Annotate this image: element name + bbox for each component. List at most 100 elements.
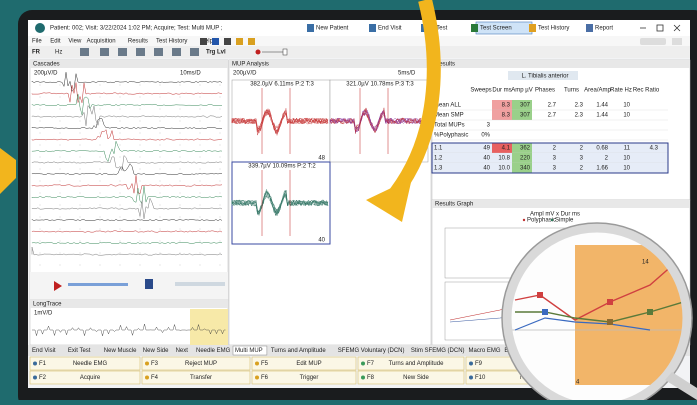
- menu-item[interactable]: Results: [128, 39, 148, 45]
- gain-label: 200µV/D: [233, 71, 257, 77]
- key-dot: [469, 376, 473, 380]
- grid-dot: [120, 241, 121, 242]
- grid-dot: [140, 133, 141, 134]
- grid-dot: [220, 193, 221, 194]
- key-name: F9: [475, 361, 483, 367]
- toolbar-button[interactable]: Report: [595, 26, 613, 32]
- grid-dot: [80, 193, 81, 194]
- toolbar-button[interactable]: New Patient: [316, 26, 349, 32]
- grid-dot: [80, 133, 81, 134]
- grid-dot: [140, 205, 141, 206]
- toolbar-button[interactable]: End Visit: [378, 26, 402, 32]
- tab[interactable]: Multi MUP: [235, 348, 263, 354]
- key-label[interactable]: Turns and Amplitude: [389, 361, 444, 367]
- legend-marker: [551, 219, 553, 221]
- key-label[interactable]: Needle EMG: [73, 361, 108, 367]
- column-header: Area/Amp: [584, 88, 611, 94]
- grid-dot: [220, 157, 221, 158]
- cell-value: 307: [520, 103, 531, 109]
- grid-dot: [40, 229, 41, 230]
- grid-dot: [200, 265, 201, 266]
- cell-value: 2.3: [575, 113, 584, 119]
- key-label[interactable]: Trigger: [300, 375, 319, 381]
- grid-dot: [60, 241, 61, 242]
- slider-thumb: [283, 49, 287, 55]
- grid-dot: [180, 121, 181, 122]
- grid-dot: [220, 241, 221, 242]
- row-label: %Polyphasic: [434, 133, 468, 139]
- key-label[interactable]: New Side: [403, 375, 429, 381]
- toolbar-button[interactable]: Test History: [538, 26, 569, 32]
- grid-dot: [180, 193, 181, 194]
- tab[interactable]: Macro EMG: [469, 348, 501, 354]
- key-label[interactable]: Edit MUP: [296, 361, 321, 367]
- grid-dot: [140, 109, 141, 110]
- tab[interactable]: New Side: [143, 348, 169, 354]
- grid-dot: [140, 253, 141, 254]
- grid-dot: [100, 193, 101, 194]
- tab[interactable]: Needle EMG: [196, 348, 231, 354]
- grid-dot: [60, 229, 61, 230]
- grid-dot: [160, 97, 161, 98]
- grid-dot: [40, 265, 41, 266]
- grid-dot: [160, 265, 161, 266]
- menu-item[interactable]: Test History: [156, 39, 187, 45]
- key-name: F3: [151, 361, 159, 367]
- toolbar-button[interactable]: Test Screen: [480, 26, 512, 32]
- grid-dot: [200, 205, 201, 206]
- menu-icon: [640, 38, 666, 45]
- tab[interactable]: End Visit: [32, 348, 56, 354]
- key-name: F6: [261, 375, 269, 381]
- grid-dot: [200, 193, 201, 194]
- tab[interactable]: Exit Test: [68, 348, 91, 354]
- page: Patient: 002; Visit: 3/22/2024 1:02 PM; …: [0, 0, 697, 400]
- tab[interactable]: Turns and Amplitude: [271, 348, 326, 354]
- key-label[interactable]: Transfer: [190, 375, 212, 381]
- key-name: F8: [367, 375, 375, 381]
- cell-value: 10: [623, 103, 630, 109]
- key-dot: [33, 376, 37, 380]
- menu-item[interactable]: File: [32, 39, 42, 45]
- grid-dot: [180, 109, 181, 110]
- key-name: F2: [39, 375, 47, 381]
- cell-value: 220: [520, 156, 531, 162]
- grid-dot: [120, 229, 121, 230]
- tab[interactable]: Next: [176, 348, 189, 354]
- toolbar-icon: [80, 48, 89, 56]
- grid-dot: [140, 145, 141, 146]
- tab[interactable]: SFEMG Voluntary (DCN): [338, 348, 405, 354]
- menu-item[interactable]: Acquisition: [87, 39, 116, 45]
- key-name: F5: [261, 361, 269, 367]
- grid-dot: [40, 85, 41, 86]
- column-header: Sweeps: [470, 88, 491, 94]
- row-label: 1.3: [434, 166, 443, 172]
- cell-value: 40: [483, 156, 490, 162]
- grid-dot: [220, 181, 221, 182]
- row-bg: [432, 143, 668, 153]
- grid-dot: [40, 217, 41, 218]
- grid-dot: [220, 169, 221, 170]
- tab[interactable]: Stim SFEMG (DCN): [411, 348, 465, 354]
- key-label[interactable]: Acquire: [80, 375, 101, 381]
- menu-icon: [200, 38, 207, 45]
- menu-item[interactable]: Edit: [50, 39, 61, 45]
- grid-dot: [120, 133, 121, 134]
- key-label[interactable]: Reject MUP: [185, 361, 217, 367]
- menu-icon: [224, 38, 231, 45]
- menu-icon: [248, 38, 255, 45]
- menu-icon: [236, 38, 243, 45]
- grid-dot: [100, 217, 101, 218]
- menu-icon: [212, 38, 219, 45]
- grid-dot: [120, 217, 121, 218]
- column-header: Amp µV: [511, 88, 532, 94]
- grid-dot: [200, 145, 201, 146]
- menu-item[interactable]: View: [68, 39, 82, 45]
- sweep-label: 5ms/D: [398, 71, 416, 77]
- cell-value: 2.7: [548, 103, 557, 109]
- highlight-region: [190, 309, 228, 345]
- grid-dot: [80, 205, 81, 206]
- grid-dot: [60, 133, 61, 134]
- grid-dot: [160, 193, 161, 194]
- tab[interactable]: New Muscle: [104, 348, 137, 354]
- toolbar-label: FR: [32, 50, 41, 56]
